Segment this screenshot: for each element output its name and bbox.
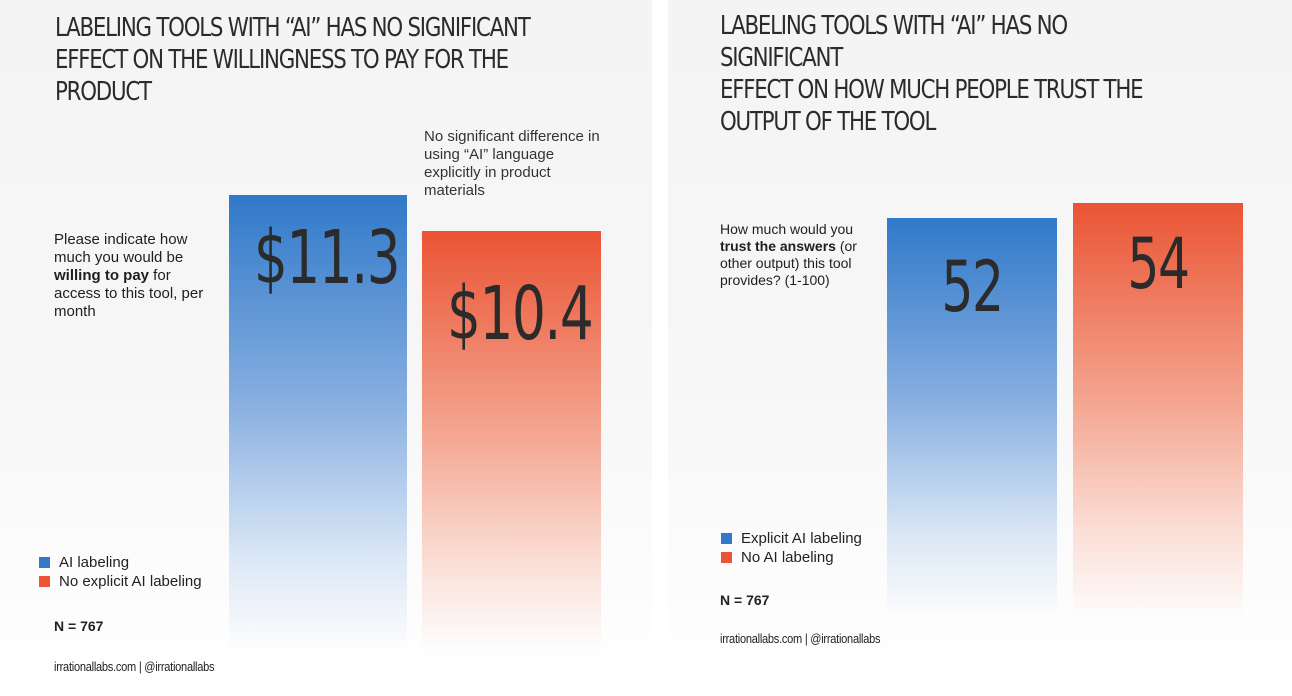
legend-item: Explicit AI labeling [721, 529, 862, 548]
bar-no-explicit-ai-labeling: $10.4 [422, 231, 601, 650]
bar-value-label: 54 [1127, 223, 1190, 305]
bar-no-ai-labeling: 54 [1073, 203, 1243, 618]
chart-title-line-3: PRODUCT [55, 77, 152, 107]
sample-size: N = 767 [54, 618, 104, 634]
annotation-note: No significant difference in using “AI” … [424, 128, 600, 199]
legend-swatch-orange [721, 552, 732, 563]
legend-swatch-blue [721, 533, 732, 544]
footer-credit: irrationallabs.com | @irrationallabs [720, 631, 881, 646]
panel-divider [652, 0, 668, 696]
bar-value-label: 52 [941, 246, 1004, 328]
question-emphasis: willing to pay [54, 267, 150, 284]
chart-title-line-2: EFFECT ON HOW MUCH PEOPLE TRUST THE [720, 75, 1144, 105]
legend-item: No AI labeling [721, 548, 862, 567]
bar-ai-labeling: $11.3 [229, 195, 407, 650]
legend-swatch-orange [39, 576, 50, 587]
question-text-1: How much would you [720, 221, 854, 237]
sample-size: N = 767 [720, 592, 770, 608]
bar-value-label: $11.3 [253, 215, 401, 301]
legend-label: Explicit AI labeling [741, 530, 862, 547]
legend-label: No explicit AI labeling [59, 573, 202, 590]
chart-title-line-1: LABELING TOOLS WITH “AI” HAS NO SIGNIFIC… [720, 11, 1068, 73]
chart-title-line-1: LABELING TOOLS WITH “AI” HAS NO SIGNIFIC… [55, 13, 531, 43]
chart-panel-trust: LABELING TOOLS WITH “AI” HAS NO SIGNIFIC… [668, 0, 1292, 696]
chart-legend: AI labeling No explicit AI labeling [39, 553, 202, 591]
legend-swatch-blue [39, 557, 50, 568]
footer-credit: irrationallabs.com | @irrationallabs [54, 659, 215, 674]
chart-title-line-3: OUTPUT OF THE TOOL [720, 107, 936, 137]
legend-label: AI labeling [59, 554, 130, 571]
question-text-2: (or other output) this tool provides? (1… [720, 238, 857, 288]
chart-title-line-2: EFFECT ON THE WILLINGNESS TO PAY FOR THE [55, 45, 509, 75]
question-text-1: Please indicate how much you would be [54, 231, 188, 266]
chart-title: LABELING TOOLS WITH “AI” HAS NO SIGNIFIC… [720, 10, 1189, 138]
chart-legend: Explicit AI labeling No AI labeling [721, 529, 862, 567]
bar-value-label: $10.4 [447, 271, 594, 357]
survey-question: How much would you trust the answers (or… [720, 221, 884, 289]
legend-item: AI labeling [39, 553, 202, 572]
question-emphasis: trust the answers [720, 238, 836, 254]
chart-title: LABELING TOOLS WITH “AI” HAS NO SIGNIFIC… [55, 12, 531, 108]
bar-explicit-ai-labeling: 52 [887, 218, 1057, 618]
legend-item: No explicit AI labeling [39, 572, 202, 591]
chart-panel-willingness-to-pay: LABELING TOOLS WITH “AI” HAS NO SIGNIFIC… [0, 0, 652, 696]
question-text-2: for access to this tool, per month [54, 267, 204, 320]
survey-question: Please indicate how much you would be wi… [54, 231, 216, 321]
legend-label: No AI labeling [741, 549, 834, 566]
